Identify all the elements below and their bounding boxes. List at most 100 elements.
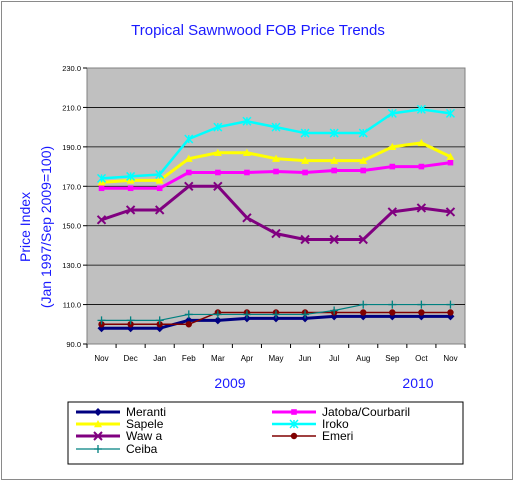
- data-point: [271, 228, 281, 239]
- y-tick-label: 190.0: [62, 143, 81, 152]
- series-layer: [96, 104, 456, 333]
- legend-item-3: Iroko: [272, 417, 349, 431]
- y-tick-label: 170.0: [62, 182, 81, 191]
- x-tick-label: Jun: [299, 354, 312, 363]
- data-point: [389, 163, 396, 170]
- x-tick-label: Sep: [385, 354, 400, 363]
- data-point: [389, 309, 396, 316]
- data-point: [388, 300, 397, 309]
- y-axis-title-line1: Price Index: [17, 192, 33, 262]
- x-tick-label: May: [268, 354, 283, 363]
- data-point: [244, 169, 250, 176]
- year-label-2009: 2009: [214, 375, 245, 391]
- y-tick-label: 130.0: [62, 261, 81, 270]
- x-tick-label: Jul: [329, 354, 339, 363]
- data-point: [155, 176, 164, 184]
- data-point: [416, 203, 427, 213]
- series-3: [97, 104, 455, 183]
- data-point: [445, 207, 456, 217]
- y-axis-title: Price Index (Jan 1997/Sep 2009=100): [17, 146, 54, 308]
- series-6: [97, 300, 455, 325]
- x-tick-label: Aug: [356, 354, 370, 363]
- legend-label: Meranti: [126, 405, 166, 419]
- x-tick-label: Mar: [211, 354, 225, 363]
- data-point: [272, 154, 280, 162]
- data-point: [96, 215, 107, 225]
- legend-label: Ceiba: [126, 442, 158, 456]
- data-point: [94, 408, 102, 416]
- data-point: [98, 185, 105, 192]
- data-point: [302, 169, 308, 176]
- data-point: [271, 122, 281, 132]
- data-point: [126, 171, 136, 181]
- data-point: [125, 205, 136, 215]
- data-point: [185, 169, 192, 176]
- chart-title: Tropical Sawnwood FOB Price Trends: [131, 22, 385, 39]
- data-point: [329, 128, 339, 138]
- y-axis-title-line2: (Jan 1997/Sep 2009=100): [38, 146, 54, 308]
- legend-item-0: Meranti: [76, 405, 166, 419]
- data-point: [291, 409, 297, 415]
- data-point: [289, 419, 299, 429]
- data-point: [446, 152, 455, 160]
- legend-label: Iroko: [322, 417, 349, 431]
- y-tick-label: 90.0: [66, 340, 81, 349]
- data-point: [360, 309, 367, 316]
- data-point: [387, 108, 397, 118]
- legend-item-2: Sapele: [76, 417, 164, 431]
- data-point: [272, 310, 280, 319]
- x-tick-labels: Nov Dec Jan Feb Mar Apr May Jun Jul Aug Sep Oct Nov: [86, 344, 466, 363]
- data-point: [184, 181, 194, 191]
- series-1: [98, 159, 454, 192]
- data-point: [185, 321, 192, 328]
- y-tick-label: 230.0: [62, 64, 81, 73]
- data-point: [447, 309, 454, 316]
- y-tick-labels: 90.0 110.0 130.0 150.0 170.0 190.0 210.0 230.0: [62, 64, 87, 349]
- legend-box: [67, 401, 464, 465]
- legend: Meranti Jatoba/Courbaril Sapele Iroko Waw a E…: [76, 405, 410, 456]
- data-point: [445, 108, 455, 118]
- data-point: [184, 134, 194, 144]
- data-point: [387, 207, 398, 217]
- plot-area: [86, 67, 466, 345]
- x-tick-label: Nov: [443, 354, 457, 363]
- data-point: [290, 432, 298, 440]
- data-point: [154, 205, 165, 215]
- x-tick-label: Feb: [182, 354, 196, 363]
- data-point: [94, 445, 102, 453]
- data-point: [213, 148, 222, 156]
- legend-item-4: Waw a: [76, 429, 163, 443]
- data-point: [127, 185, 134, 192]
- data-point: [418, 309, 425, 316]
- y-tick-label: 210.0: [62, 103, 81, 112]
- data-point: [213, 122, 223, 132]
- data-point: [416, 104, 426, 114]
- data-point: [242, 116, 252, 126]
- data-point: [126, 316, 135, 325]
- data-point: [300, 128, 310, 138]
- year-label-2010: 2010: [402, 375, 433, 391]
- data-point: [329, 234, 339, 245]
- data-point: [359, 156, 368, 164]
- data-point: [358, 234, 368, 245]
- data-point: [93, 431, 103, 441]
- data-point: [155, 316, 164, 325]
- data-point: [330, 306, 339, 315]
- legend-label: Emeri: [322, 429, 353, 443]
- data-point: [155, 169, 165, 179]
- data-point: [242, 310, 251, 319]
- data-point: [330, 156, 339, 164]
- data-point: [213, 181, 223, 191]
- data-point: [97, 173, 107, 183]
- data-point: [388, 142, 397, 151]
- legend-label: Waw a: [126, 429, 163, 443]
- data-point: [301, 310, 310, 319]
- x-tick-label: Nov: [94, 354, 108, 363]
- data-point: [301, 156, 310, 164]
- series-4: [96, 181, 456, 245]
- x-tick-label: Jan: [153, 354, 166, 363]
- data-point: [300, 234, 310, 245]
- data-point: [242, 213, 252, 223]
- x-tick-label: Apr: [241, 354, 254, 363]
